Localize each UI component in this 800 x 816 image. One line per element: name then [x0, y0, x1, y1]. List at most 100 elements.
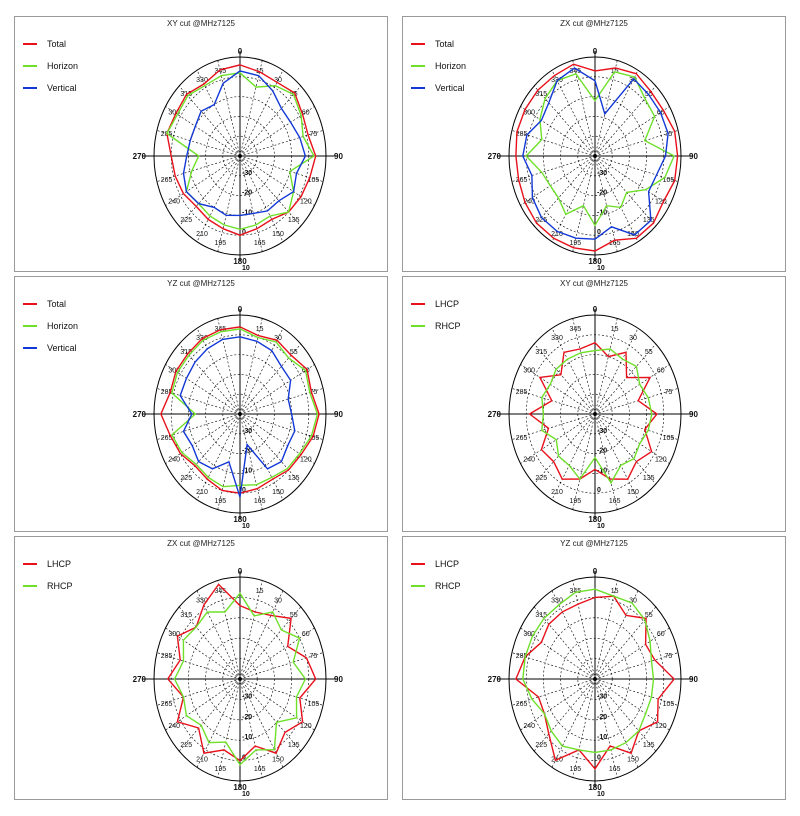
series-line-rhcp: [522, 588, 655, 754]
polar-plot: 0153055607590105120135150165180195210225…: [488, 567, 699, 798]
angle-tick-label: 75: [310, 653, 318, 660]
angle-tick-label: 265: [161, 701, 173, 708]
angle-tick-label: 300: [168, 110, 180, 117]
grid-spoke: [156, 155, 241, 182]
radial-tick-label: -10: [242, 467, 252, 474]
legend: LHCP RHCP: [411, 553, 461, 597]
legend-label: Vertical: [47, 83, 77, 93]
grid-spoke: [520, 106, 596, 157]
legend-swatch: [23, 87, 37, 89]
chart-panel-zx-cut: ZX cut @MHz7125 0 15 30 55 60 75 90 105 120 135 15…: [402, 16, 786, 272]
grid-spoke: [572, 155, 596, 252]
series-line-total: [515, 63, 679, 252]
angle-tick-label: 225: [535, 217, 547, 224]
grid-spoke: [594, 678, 618, 778]
angle-tick-label: 120: [655, 199, 667, 206]
grid-spoke: [533, 413, 596, 485]
radial-tick-label: 10: [242, 791, 250, 798]
angle-tick-label: 315: [535, 91, 547, 98]
grid-spoke: [196, 155, 241, 242]
grid-spoke: [594, 580, 618, 680]
angle-tick-label: 15: [611, 588, 619, 595]
series-line-rhcp: [541, 348, 653, 485]
grid-spoke: [239, 155, 263, 252]
angle-tick-label: 270: [488, 152, 502, 161]
legend-label: LHCP: [435, 559, 460, 569]
angle-tick-label: 15: [256, 588, 264, 595]
angle-tick-label: 105: [308, 701, 320, 708]
grid-spoke: [594, 590, 639, 680]
legend-label: RHCP: [47, 581, 73, 591]
angle-tick-label: 165: [609, 766, 621, 773]
legend-item-horizon: Horizon: [411, 55, 466, 77]
legend-label: LHCP: [47, 559, 72, 569]
angle-tick-label: 0: [593, 305, 598, 314]
legend: Total Horizon Vertical: [23, 33, 78, 99]
grid-spoke: [511, 388, 596, 415]
angle-tick-label: 30: [274, 335, 282, 342]
radial-tick-label: 0: [597, 755, 601, 762]
radial-tick-label: -30: [597, 428, 607, 435]
angle-tick-label: 165: [609, 240, 621, 247]
chart-title: ZX cut @MHz7125: [167, 539, 235, 548]
legend: LHCP RHCP: [23, 553, 73, 597]
grid-spoke: [239, 130, 324, 157]
legend-swatch: [23, 347, 37, 349]
radial-tick-label: -20: [597, 448, 607, 455]
polar-plot: 0153055607590105120135150165180195210225…: [488, 47, 699, 272]
legend-item-horizon: Horizon: [23, 55, 78, 77]
chart-panel-zx-cut-cp: ZX cut @MHz7125 0 15 30 55 60 75 90 105 120 135 15…: [14, 536, 388, 800]
angle-tick-label: 180: [233, 783, 247, 792]
legend-label: Horizon: [47, 321, 79, 331]
legend-label: Total: [435, 39, 455, 49]
radial-tick-label: 10: [242, 523, 250, 530]
chart-title: ZX cut @MHz7125: [560, 19, 628, 28]
grid-spoke: [572, 60, 596, 157]
chart-panel-xy-cut: XY cut @MHz7125 0 15 30 55 60 75 90 105 120 135 15…: [14, 16, 388, 272]
angle-tick-label: 60: [302, 631, 310, 638]
angle-tick-label: 75: [665, 389, 673, 396]
angle-tick-label: 315: [535, 612, 547, 619]
legend-item-vertical: Vertical: [23, 77, 78, 99]
grid-spoke: [533, 343, 596, 415]
angle-tick-label: 105: [663, 701, 675, 708]
legend-item-rhcp: RHCP: [411, 575, 461, 597]
legend-item-rhcp: RHCP: [23, 575, 73, 597]
grid-spoke: [594, 413, 657, 485]
angle-tick-label: 270: [488, 675, 502, 684]
radial-tick-label: -30: [242, 428, 252, 435]
grid-spoke: [156, 678, 241, 706]
grid-spoke: [239, 318, 263, 415]
angle-tick-label: 120: [300, 199, 312, 206]
angle-tick-label: 240: [168, 457, 180, 464]
legend-item-vertical: Vertical: [411, 77, 466, 99]
angle-tick-label: 90: [689, 675, 698, 684]
angle-tick-label: 300: [523, 110, 535, 117]
polar-plot: 0153055607590105120135150165180195210225…: [133, 567, 344, 798]
radial-tick-label: -20: [597, 190, 607, 197]
grid-spoke: [239, 155, 315, 206]
radial-tick-label: 10: [597, 265, 605, 272]
radial-tick-label: -20: [597, 714, 607, 721]
polar-plot: 0153055607590105120135150165180195210225…: [133, 305, 344, 530]
angle-tick-label: 180: [588, 515, 602, 524]
grid-spoke: [533, 155, 596, 227]
legend-swatch: [411, 65, 425, 67]
angle-tick-label: 240: [523, 199, 535, 206]
legend-label: Vertical: [47, 343, 77, 353]
angle-tick-label: 30: [629, 335, 637, 342]
angle-tick-label: 90: [334, 675, 343, 684]
legend-item-total: Total: [23, 33, 78, 55]
angle-tick-label: 330: [196, 77, 208, 84]
grid-spoke: [594, 318, 618, 415]
angle-tick-label: 135: [288, 475, 300, 482]
angle-tick-label: 165: [254, 766, 266, 773]
grid-spoke: [594, 678, 679, 706]
grid-spoke: [239, 364, 315, 415]
grid-spoke: [239, 678, 324, 706]
angle-tick-label: 135: [643, 475, 655, 482]
chart-panel-xy-cut-cp: XY cut @MHz7125 0 15 30 55 60 75 90 105 120 135 15…: [402, 276, 786, 532]
radial-tick-label: -30: [242, 170, 252, 177]
polar-plot: 0153055607590105120135150165180195210225…: [133, 47, 344, 271]
angle-tick-label: 135: [288, 217, 300, 224]
